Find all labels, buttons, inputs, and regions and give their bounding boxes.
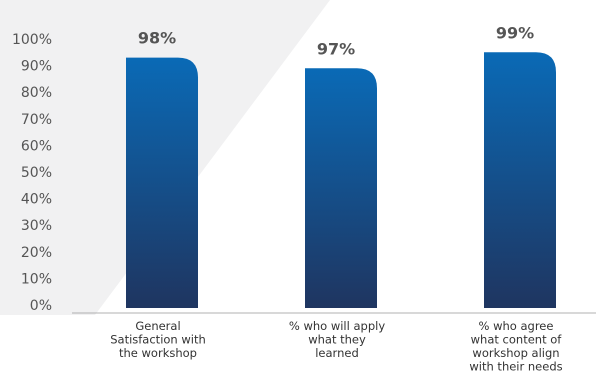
category-label: % who will apply what they learned bbox=[289, 319, 385, 360]
y-tick-label: 40% bbox=[21, 192, 52, 208]
bar-2 bbox=[305, 68, 377, 308]
category-label-line: workshop align bbox=[472, 346, 559, 360]
y-tick-label: 50% bbox=[21, 165, 52, 181]
category-label-line: % who agree bbox=[479, 319, 554, 333]
category-label-line: General bbox=[135, 319, 180, 333]
category-label-line: % who will apply bbox=[289, 319, 385, 333]
bar-value-label: 99% bbox=[496, 23, 534, 42]
y-tick-label: 30% bbox=[21, 218, 52, 234]
y-tick-label: 100% bbox=[12, 32, 52, 48]
category-label-line: the workshop bbox=[119, 346, 197, 360]
bar-1 bbox=[126, 57, 198, 309]
category-label-line: what they bbox=[308, 333, 366, 347]
category-label: % who agree what content of workshop align… bbox=[469, 319, 562, 374]
y-tick-label: 60% bbox=[21, 138, 52, 154]
y-tick-label: 90% bbox=[21, 59, 52, 75]
y-tick-label: 70% bbox=[21, 112, 52, 128]
category-label-line: Satisfaction with bbox=[110, 333, 206, 347]
y-tick-label: 10% bbox=[21, 271, 52, 287]
category-label-line: learned bbox=[315, 346, 359, 360]
y-tick-label: 0% bbox=[30, 298, 52, 314]
value-labels-group: 98% 97% 99% bbox=[138, 23, 534, 58]
category-label-line: with their needs bbox=[469, 360, 562, 374]
y-axis: 0% 10% 20% 30% 40% 50% 60% 70% 80% 90% 100% bbox=[12, 32, 52, 314]
bar-value-label: 97% bbox=[317, 39, 355, 58]
y-tick-label: 80% bbox=[21, 85, 52, 101]
y-tick-label: 20% bbox=[21, 245, 52, 261]
category-labels-group: General Satisfaction with the workshop % wh… bbox=[110, 319, 562, 374]
bars-group bbox=[126, 52, 556, 309]
bar-value-label: 98% bbox=[138, 29, 176, 48]
category-label-line: what content of bbox=[471, 333, 563, 347]
bar-3 bbox=[484, 52, 556, 308]
category-label: General Satisfaction with the workshop bbox=[110, 319, 206, 360]
